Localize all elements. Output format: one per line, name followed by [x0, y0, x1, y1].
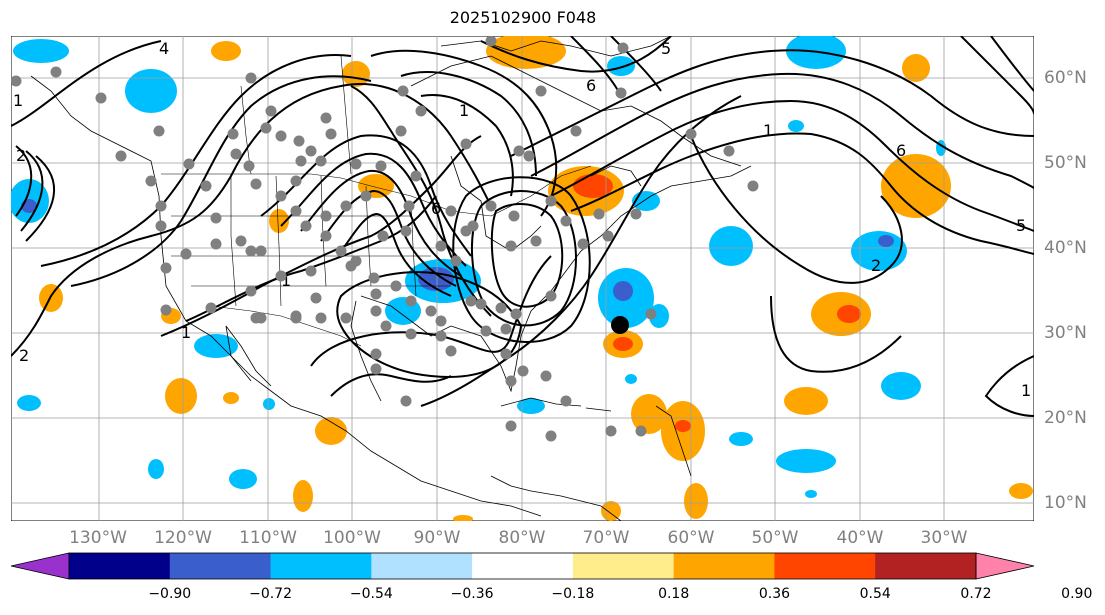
contour-label: 6	[586, 76, 596, 95]
shade-region	[607, 56, 635, 76]
colorbar-segment	[572, 553, 675, 579]
lon-label: 50°W	[751, 528, 799, 548]
contour-label: 1	[459, 101, 469, 120]
shade-region	[269, 209, 289, 233]
colorbar-segment	[472, 553, 574, 579]
colorbar-segment	[270, 553, 372, 579]
shade-region	[613, 281, 633, 301]
shade-region	[17, 395, 41, 411]
weather-map: 1 2 4 6 1 5 1 6 1 2 5 6 2 1 1	[11, 36, 1034, 521]
shade-region	[881, 372, 921, 400]
shade-region	[709, 226, 753, 266]
shade-region	[13, 39, 69, 63]
colorbar-tick-label: −0.72	[249, 586, 292, 602]
contour-label: 5	[1016, 216, 1026, 235]
shade-region	[1009, 483, 1033, 499]
station-dots	[11, 36, 759, 442]
colorbar-tick-label: −0.54	[349, 586, 393, 602]
lat-label: 10°N	[1044, 493, 1087, 513]
colorbar-segment	[169, 553, 272, 579]
shade-region	[165, 378, 197, 414]
lon-label: 130°W	[69, 528, 127, 548]
shade-region	[878, 235, 894, 247]
lat-label: 60°N	[1044, 68, 1087, 88]
colorbar-tick-label: −0.36	[450, 586, 494, 602]
lon-label: 120°W	[154, 528, 212, 548]
lon-label: 80°W	[498, 528, 546, 548]
shade-region	[517, 398, 545, 414]
lat-label: 50°N	[1044, 153, 1087, 173]
colorbar-outline	[68, 552, 977, 580]
shade-region	[902, 54, 930, 82]
contour-label: 1	[1021, 381, 1031, 400]
colorbar	[10, 552, 1035, 580]
colorbar-tick-label: −0.90	[148, 586, 192, 602]
shade-region	[805, 490, 817, 498]
contour-label: 2	[16, 146, 26, 165]
lon-label: 60°W	[667, 528, 715, 548]
shade-region	[837, 305, 861, 323]
shade-region	[263, 398, 275, 410]
storm-center-marker	[611, 316, 629, 334]
contour-label: 2	[871, 256, 881, 275]
colorbar-extend-low	[10, 552, 70, 580]
contour-label: 1	[13, 91, 23, 110]
map-title: 2025102900 F048	[449, 8, 597, 27]
shading-layer	[11, 36, 1033, 521]
shade-region	[194, 334, 238, 358]
shade-region	[486, 36, 566, 69]
lon-label: 110°W	[239, 528, 297, 548]
lat-label: 30°N	[1044, 323, 1087, 343]
shade-region	[293, 480, 313, 512]
shade-region	[675, 420, 691, 432]
lon-label: 90°W	[413, 528, 461, 548]
lon-label: 30°W	[920, 528, 968, 548]
contour-label: 4	[159, 39, 169, 58]
contour-label: 6	[431, 199, 441, 218]
shade-region	[148, 459, 164, 479]
shade-region	[625, 374, 637, 384]
shade-region	[601, 501, 621, 521]
shade-region	[229, 469, 257, 489]
shade-region	[881, 154, 951, 218]
colorbar-segment	[875, 553, 977, 579]
colorbar-tick-label: 0.36	[758, 586, 791, 602]
colorbar-tick-label: 0.90	[1061, 586, 1093, 602]
shade-region	[315, 417, 347, 445]
colorbar-extend-high	[975, 552, 1035, 580]
contour-label: 1	[181, 323, 191, 342]
contour-label: 6	[896, 141, 906, 160]
lat-label: 40°N	[1044, 238, 1087, 258]
shade-region	[788, 120, 804, 132]
contour-label: 5	[661, 39, 671, 58]
colorbar-tick-label: 0.54	[859, 586, 891, 602]
lon-label: 40°W	[836, 528, 884, 548]
contour-label: 2	[19, 346, 29, 365]
shade-region	[784, 387, 828, 415]
shade-region	[453, 515, 473, 521]
colorbar-segment	[69, 553, 171, 579]
contours	[11, 36, 1034, 417]
colorbar-segment	[371, 553, 473, 579]
shade-region	[729, 432, 753, 446]
shade-region	[125, 69, 177, 113]
lon-label: 100°W	[323, 528, 381, 548]
shade-region	[342, 61, 370, 87]
colorbar-segment	[673, 553, 775, 579]
shade-region	[684, 483, 708, 519]
contour-label: 1	[763, 121, 773, 140]
colorbar-tick-label: 0.18	[658, 586, 690, 602]
lat-label: 20°N	[1044, 408, 1087, 428]
colorbar-segment	[774, 553, 876, 579]
contour-labels: 1 2 4 6 1 5 1 6 1 2 5 6 2 1 1	[13, 39, 1031, 400]
shade-region	[613, 337, 633, 351]
contour-label: 1	[281, 271, 291, 290]
lon-label: 70°W	[582, 528, 630, 548]
shade-region	[631, 394, 667, 434]
shade-region	[776, 449, 836, 473]
shade-region	[223, 392, 239, 404]
colorbar-tick-label: −0.18	[551, 586, 595, 602]
shade-region	[211, 41, 241, 61]
colorbar-tick-label: 0.72	[960, 586, 992, 602]
